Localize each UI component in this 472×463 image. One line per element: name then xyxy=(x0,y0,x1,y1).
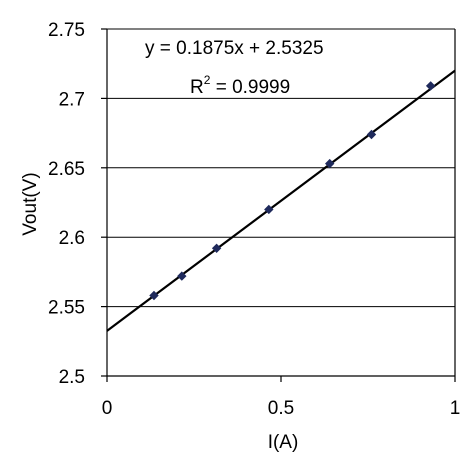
data-point-2 xyxy=(211,243,222,254)
data-point-0 xyxy=(149,290,159,301)
x-tick-labels: 0 0.5 1 xyxy=(102,376,461,419)
y-tick-label-2: 2.6 xyxy=(59,228,85,249)
data-point-5 xyxy=(366,129,377,140)
y-tick-label-4: 2.7 xyxy=(59,89,85,110)
data-point-4 xyxy=(325,158,335,169)
y-tick-label-5: 2.75 xyxy=(48,20,85,41)
y-tick-label-3: 2.65 xyxy=(48,159,85,180)
y-axis-label: Vout(V) xyxy=(20,172,41,235)
data-point-1 xyxy=(177,271,187,281)
data-points xyxy=(149,81,436,301)
data-point-3 xyxy=(264,204,274,215)
y-tick-labels: 2.5 2.55 2.6 2.65 2.7 2.75 xyxy=(48,20,107,388)
data-point-6 xyxy=(425,81,436,91)
y-tick-label-0: 2.5 xyxy=(59,367,85,388)
trendline xyxy=(106,69,456,332)
x-axis-label: I(A) xyxy=(268,432,299,453)
x-tick-label-2: 1 xyxy=(450,398,461,419)
x-tick-label-1: 0.5 xyxy=(268,398,294,419)
x-tick-label-0: 0 xyxy=(102,398,113,419)
y-tick-label-1: 2.55 xyxy=(48,298,85,319)
equation-label: y = 0.1875x + 2.5325 xyxy=(145,38,324,59)
r-squared-label: R2 = 0.9999 xyxy=(190,73,290,98)
